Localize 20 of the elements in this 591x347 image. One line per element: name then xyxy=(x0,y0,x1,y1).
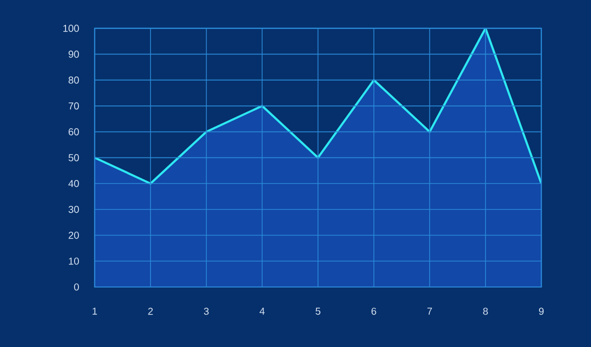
y-tick-label: 90 xyxy=(68,50,79,58)
y-tick-label: 80 xyxy=(68,76,79,84)
x-tick-label: 9 xyxy=(539,308,544,315)
y-tick-label: 60 xyxy=(68,128,79,136)
y-tick-label: 40 xyxy=(68,180,79,188)
x-tick-label: 8 xyxy=(483,308,488,315)
x-tick-label: 3 xyxy=(204,308,209,315)
x-tick-label: 2 xyxy=(148,308,153,315)
y-tick-label: 70 xyxy=(68,102,79,110)
y-tick-label: 0 xyxy=(74,283,79,291)
y-tick-label: 20 xyxy=(68,232,79,239)
y-tick-label: 10 xyxy=(68,258,79,265)
x-tick-label: 6 xyxy=(372,308,376,315)
x-tick-label: 4 xyxy=(260,308,265,315)
y-tick-label: 50 xyxy=(68,154,79,162)
y-tick-label: 30 xyxy=(68,206,79,213)
x-tick-label: 7 xyxy=(427,308,432,315)
x-tick-label: 5 xyxy=(316,308,320,315)
y-tick-label: 100 xyxy=(63,24,79,32)
x-tick-label: 1 xyxy=(92,308,97,315)
